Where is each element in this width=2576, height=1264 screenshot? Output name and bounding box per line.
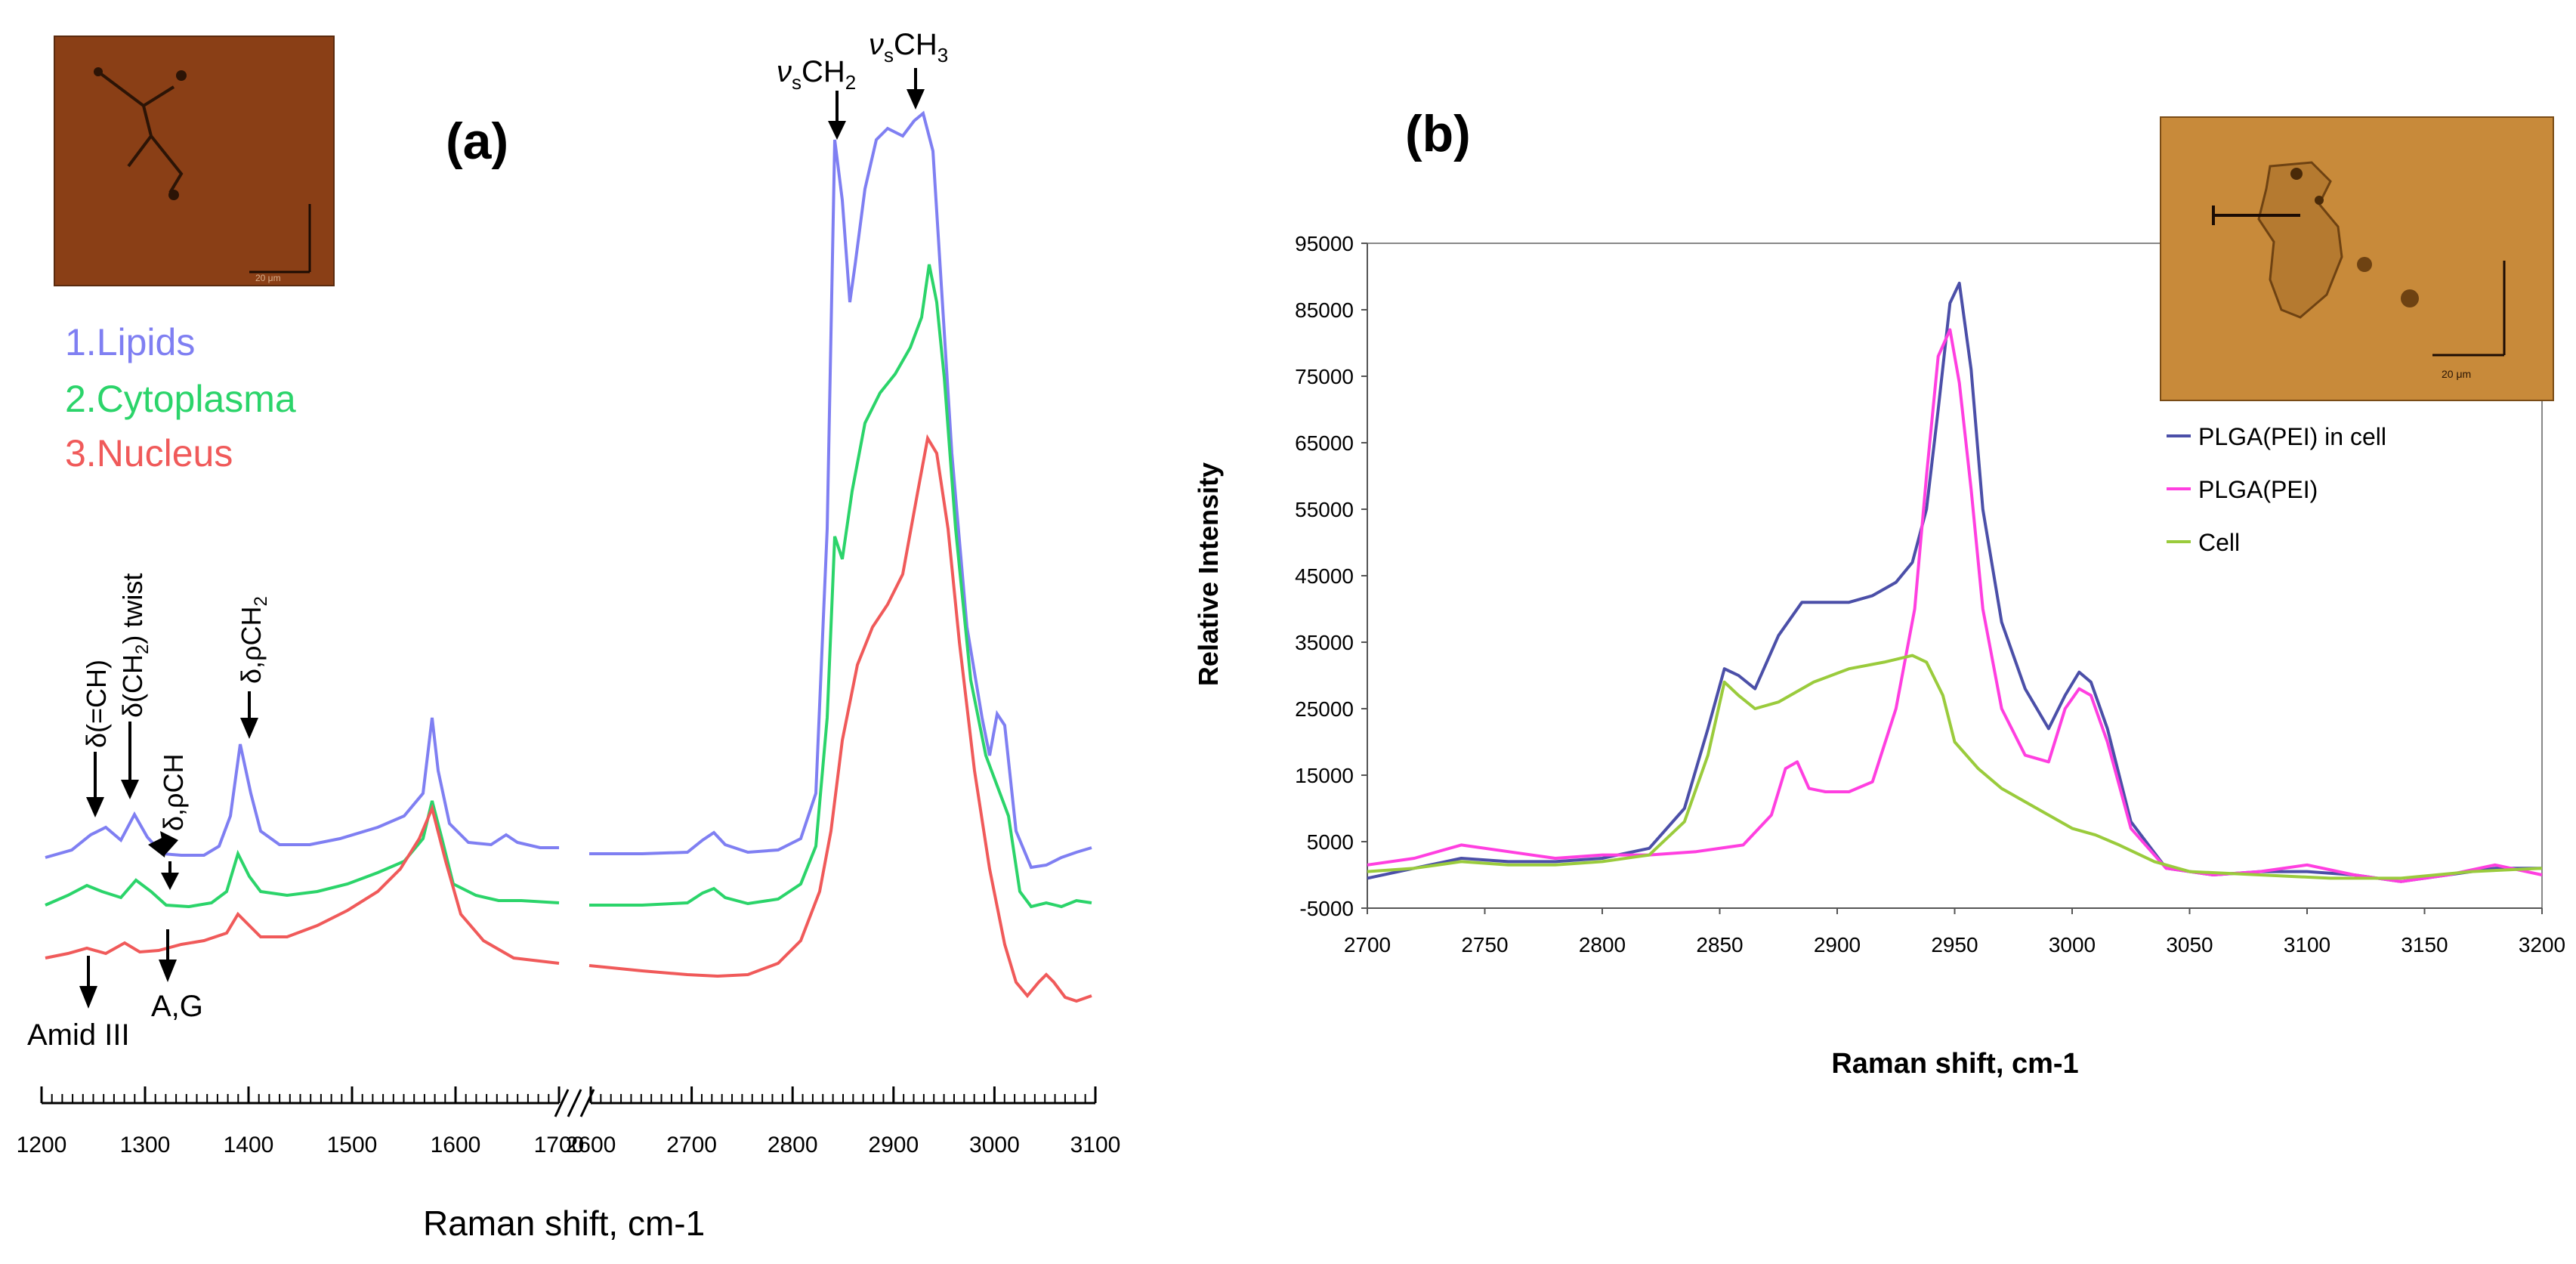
annot-d-pch2-sub: 2 xyxy=(251,596,271,606)
panel-a-label: (a) xyxy=(446,113,508,170)
y-tick-label-b: 75000 xyxy=(1295,365,1354,388)
annot-vs-ch3-ch: CH xyxy=(894,28,937,61)
y-tick-label-b: 45000 xyxy=(1295,564,1354,588)
x-tick-label-a: 1400 xyxy=(224,1133,274,1157)
annot-vs-ch2-2: 2 xyxy=(845,71,856,94)
x-ticks-b: 2700 2750 2800 2850 2900 2950 3000 3050 3100 3150… xyxy=(1344,908,2565,956)
annot-vs-ch3-sub: s xyxy=(884,44,894,66)
annot-vs-ch3: νsCH3 xyxy=(869,28,948,66)
y-ticks-b: 95000 85000 75000 65000 55000 45000 35000 25000… xyxy=(1295,232,1367,920)
y-tick-label-b: 55000 xyxy=(1295,498,1354,521)
annot-vs-ch3-nu: ν xyxy=(869,28,884,61)
panel-b-label: (b) xyxy=(1405,105,1471,162)
x-tick-label-a: 2800 xyxy=(768,1133,818,1157)
series-nucleus-right xyxy=(588,434,1092,1003)
x-tick-label-a: 2600 xyxy=(566,1133,616,1157)
x-tick-label-b: 3200 xyxy=(2519,933,2565,956)
y-tick-label-b: 35000 xyxy=(1295,631,1354,654)
x-tick-label-b: 3050 xyxy=(2166,933,2213,956)
annot-d-ch2-twist-a: δ(CH xyxy=(117,654,148,718)
inset-micrograph-b: 20 μm xyxy=(2160,116,2554,401)
annot-vs-ch2-nu: ν xyxy=(777,55,792,88)
legend-cytoplasma: 2.Cytoplasma xyxy=(65,378,296,420)
y-tick-label-b: 25000 xyxy=(1295,697,1354,721)
annot-vs-ch2-ch: CH xyxy=(802,55,845,88)
annot-vs-ch2: νsCH2 xyxy=(777,55,856,94)
panel-b: (b) 95000 85000 75000 65000 55000 45000 35000 2… xyxy=(1193,105,2565,1080)
series-lipids-left xyxy=(45,717,559,859)
x-tick-label-b: 2800 xyxy=(1579,933,1626,956)
annot-vs-ch3-3: 3 xyxy=(937,44,948,66)
x-tick-label-b: 2700 xyxy=(1344,933,1391,956)
x-tick-label-a: 1300 xyxy=(120,1133,171,1157)
legend-lipids: 1.Lipids xyxy=(65,321,195,363)
x-axis-a xyxy=(42,1089,1095,1117)
x-tick-label-a: 2700 xyxy=(666,1133,717,1157)
y-tick-label-b: 5000 xyxy=(1307,830,1354,854)
inset-a-scale: 20 μm xyxy=(255,273,281,283)
series-cytoplasma-left xyxy=(45,800,560,909)
x-tick-label-a: 1600 xyxy=(431,1133,481,1157)
annot-d-pch2: δ,ρCH2 xyxy=(236,596,271,684)
panel-a: 20 μm (a) 1.Lipids 2.Cytoplasma 3.Nucleu… xyxy=(17,28,1121,1243)
x-tick-label-b: 2750 xyxy=(1461,933,1508,956)
x-tick-label-a: 3100 xyxy=(1070,1133,1121,1157)
annot-d-pch2-a: δ,ρCH xyxy=(236,606,267,684)
annot-vs-ch2-sub: s xyxy=(792,71,802,94)
legend-cell: Cell xyxy=(2198,529,2240,556)
y-tick-label-b: 95000 xyxy=(1295,232,1354,255)
x-tick-label-b: 3150 xyxy=(2401,933,2448,956)
annot-amid-iii: Amid III xyxy=(27,1018,130,1052)
inset-b-scale: 20 μm xyxy=(2442,368,2471,380)
x-tick-label-b: 3100 xyxy=(2284,933,2330,956)
x-tick-label-b: 3000 xyxy=(2049,933,2096,956)
y-tick-label-b: 85000 xyxy=(1295,298,1354,322)
series-lipids-right xyxy=(589,110,1092,870)
series-b-plga-pei- xyxy=(1367,328,2543,883)
x-tick-label-a: 1700 xyxy=(534,1133,585,1157)
annot-d-ch2-twist-sub: 2 xyxy=(132,644,153,654)
series-b xyxy=(1367,281,2543,883)
x-tick-label-a: 1500 xyxy=(327,1133,378,1157)
series-nucleus-left xyxy=(45,803,560,965)
annot-d-ch: δ(=CH) xyxy=(81,660,112,748)
annot-d-ch2-twist-b: ) twist xyxy=(117,573,148,644)
annotations-a xyxy=(79,68,925,1009)
legend-plga-in-cell: PLGA(PEI) in cell xyxy=(2198,423,2386,450)
annot-d-pch: δ,ρCH xyxy=(158,753,189,831)
legend-b: PLGA(PEI) in cell PLGA(PEI) Cell xyxy=(2167,423,2386,556)
series-cytoplasma-right xyxy=(589,264,1092,909)
annot-d-ch2-twist: δ(CH2) twist xyxy=(117,573,153,718)
x-axis-title-b: Raman shift, cm-1 xyxy=(1831,1048,2078,1080)
x-tick-label-b: 2950 xyxy=(1931,933,1978,956)
y-tick-label-b: 15000 xyxy=(1295,764,1354,787)
x-tick-label-a: 2900 xyxy=(868,1133,919,1157)
x-tick-label-a: 3000 xyxy=(969,1133,1020,1157)
y-tick-label-b: -5000 xyxy=(1299,897,1354,920)
annot-ag: A,G xyxy=(151,990,203,1023)
legend-plga: PLGA(PEI) xyxy=(2198,476,2318,503)
x-tick-label-b: 2850 xyxy=(1696,933,1743,956)
inset-micrograph-a: 20 μm xyxy=(54,36,335,286)
x-tick-label-b: 2900 xyxy=(1814,933,1861,956)
y-tick-label-b: 65000 xyxy=(1295,431,1354,455)
series-b-cell xyxy=(1367,654,2543,880)
y-axis-title-b: Relative Intensity xyxy=(1193,462,1224,686)
x-tick-label-a: 1200 xyxy=(17,1133,67,1157)
legend-nucleus: 3.Nucleus xyxy=(65,432,233,474)
x-axis-title-a: Raman shift, cm-1 xyxy=(423,1204,705,1243)
